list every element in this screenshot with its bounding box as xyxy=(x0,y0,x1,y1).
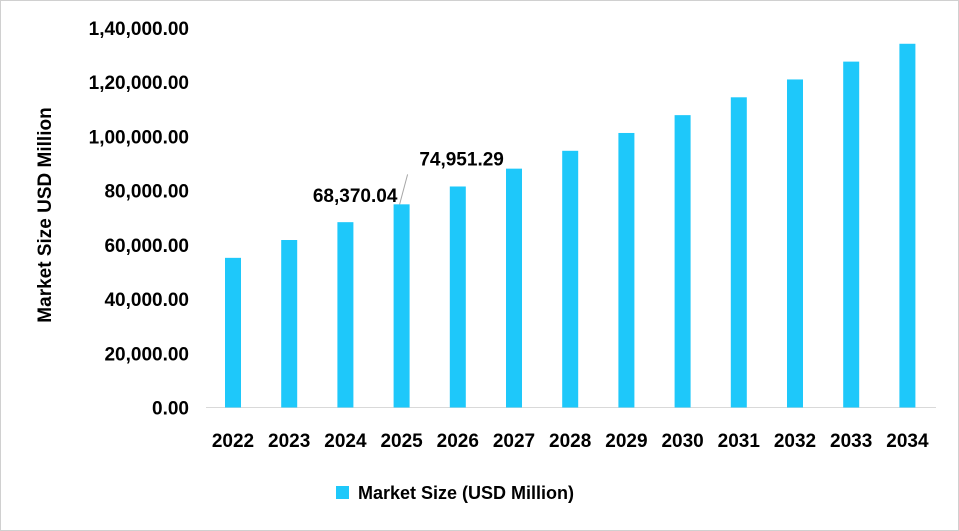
legend-swatch xyxy=(336,486,349,499)
y-tick-label: 20,000.00 xyxy=(104,344,189,365)
data-label-2025: 74,951.29 xyxy=(419,149,504,170)
x-tick-label: 2025 xyxy=(380,431,423,452)
x-tick-label: 2029 xyxy=(605,431,647,452)
bar-2026 xyxy=(449,186,466,408)
y-tick-label: 60,000.00 xyxy=(104,236,189,257)
bar-2027 xyxy=(506,168,522,408)
bar-2023 xyxy=(281,240,298,408)
bar-2032 xyxy=(787,79,803,408)
x-tick-label: 2023 xyxy=(268,431,310,452)
leader-line xyxy=(399,174,409,205)
bar-2030 xyxy=(674,115,691,408)
bar-2028 xyxy=(562,150,579,408)
bar-2034 xyxy=(899,43,916,408)
y-tick-label: 0.00 xyxy=(152,399,189,420)
y-tick-label: 1,20,000.00 xyxy=(89,73,189,94)
bar-2022 xyxy=(225,257,241,408)
bar-2031 xyxy=(730,97,747,408)
x-tick-label: 2024 xyxy=(324,431,367,452)
y-tick-label: 40,000.00 xyxy=(104,290,189,311)
bar-2024 xyxy=(337,222,354,408)
x-tick-label: 2026 xyxy=(437,431,479,452)
bar-2033 xyxy=(843,61,860,408)
legend-label: Market Size (USD Million) xyxy=(358,483,574,503)
bar-2029 xyxy=(618,132,635,408)
x-tick-label: 2022 xyxy=(212,431,254,452)
y-tick-label: 1,40,000.00 xyxy=(89,19,189,40)
x-tick-label: 2031 xyxy=(718,431,761,452)
y-tick-label: 80,000.00 xyxy=(104,182,189,203)
x-tick-label: 2027 xyxy=(493,431,535,452)
x-tick-label: 2030 xyxy=(661,431,703,452)
x-tick-label: 2028 xyxy=(549,431,591,452)
y-axis-label: Market Size USD Million xyxy=(35,107,56,322)
y-tick-label: 1,00,000.00 xyxy=(89,127,189,148)
bar-2025 xyxy=(393,204,410,408)
x-tick-label: 2033 xyxy=(830,431,872,452)
data-label-2024: 68,370.04 xyxy=(313,186,398,207)
x-tick-label: 2032 xyxy=(774,431,816,452)
x-tick-label: 2034 xyxy=(886,431,929,452)
